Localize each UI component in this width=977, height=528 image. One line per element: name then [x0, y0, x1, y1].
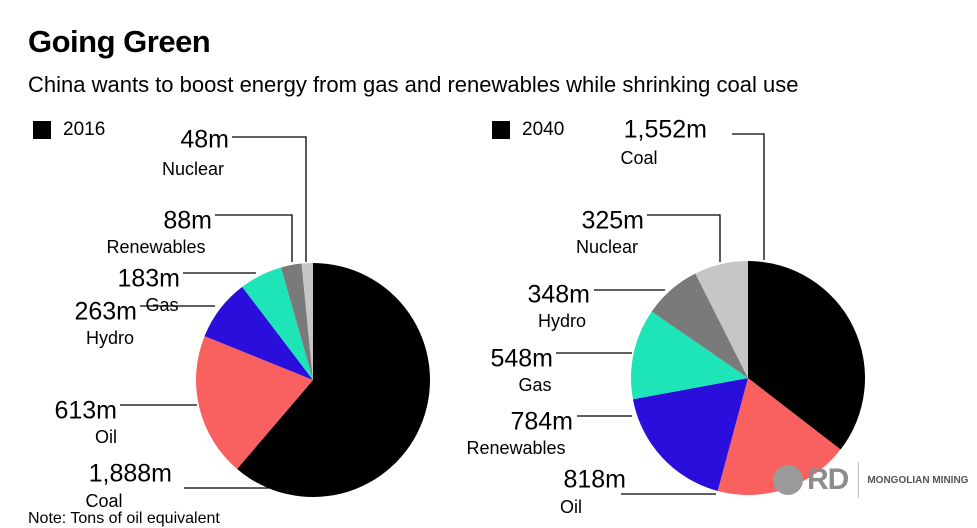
- pie-slice-hydro: [651, 273, 748, 378]
- legend-2016: 2016: [33, 119, 105, 141]
- chart-title: Going Green: [28, 24, 211, 59]
- slice-category-label: Renewables: [106, 237, 205, 257]
- legend-2040: 2040: [492, 119, 564, 141]
- slice-category-label: Gas: [145, 295, 178, 315]
- legend-swatch: [33, 121, 51, 139]
- slice-value-label: 263m: [74, 298, 137, 326]
- pie-slice-renewables: [632, 378, 748, 491]
- legend-label: 2040: [522, 119, 565, 140]
- legend-label: 2016: [63, 119, 106, 140]
- leader-line-nuclear: [647, 214, 721, 262]
- leader-line-renewables: [215, 214, 293, 262]
- logo-divider: [858, 462, 860, 498]
- slice-category-label: Renewables: [466, 438, 565, 458]
- chart-note: Note: Tons of oil equivalent: [28, 510, 220, 527]
- leader-line-nuclear: [232, 136, 307, 262]
- pie-slice-gas: [242, 267, 313, 380]
- slice-value-label: 1,888m: [89, 460, 172, 488]
- slice-value-label: 48m: [180, 126, 229, 154]
- slice-value-label: 1,552m: [624, 116, 707, 144]
- slice-category-label: Oil: [560, 497, 582, 517]
- logo-text: MONGOLIAN MINING: [867, 474, 969, 486]
- chart-subtitle: China wants to boost energy from gas and…: [28, 72, 799, 97]
- slice-value-label: 183m: [117, 265, 180, 293]
- pie-slice-nuclear: [301, 263, 313, 380]
- slice-value-label: 325m: [581, 207, 644, 235]
- logo-mountain-icon: [773, 465, 803, 495]
- pie-charts: 1,888mCoal613mOil263mHydro183mGas88mRene…: [54, 116, 865, 517]
- pie-slice-coal: [748, 261, 865, 450]
- pie-slice-gas: [631, 311, 748, 400]
- slice-value-label: 348m: [527, 281, 590, 309]
- pie-slice-coal: [237, 262, 431, 497]
- legend-swatch: [492, 121, 510, 139]
- slice-value-label: 548m: [490, 345, 553, 373]
- pie-slice-oil: [717, 378, 841, 495]
- pie-slice-hydro: [204, 286, 313, 380]
- slice-value-label: 818m: [563, 466, 626, 494]
- logo: RD MONGOLIAN MINING: [773, 462, 968, 498]
- pie-slice-nuclear: [695, 261, 748, 378]
- slice-category-label: Coal: [620, 148, 657, 168]
- slice-category-label: Hydro: [538, 311, 586, 331]
- slice-category-label: Hydro: [86, 328, 134, 348]
- slice-value-label: 613m: [54, 397, 117, 425]
- slice-category-label: Gas: [518, 375, 551, 395]
- leader-line-coal: [732, 133, 765, 260]
- logo-brand: RD: [807, 463, 849, 496]
- pie-slice-oil: [195, 336, 313, 470]
- slice-category-label: Oil: [95, 427, 117, 447]
- slice-value-label: 88m: [163, 207, 212, 235]
- pie-slice-renewables: [280, 263, 313, 380]
- slice-category-label: Coal: [85, 491, 122, 511]
- slice-category-label: Nuclear: [576, 237, 638, 257]
- slice-category-label: Nuclear: [162, 159, 224, 179]
- slice-value-label: 784m: [510, 408, 573, 436]
